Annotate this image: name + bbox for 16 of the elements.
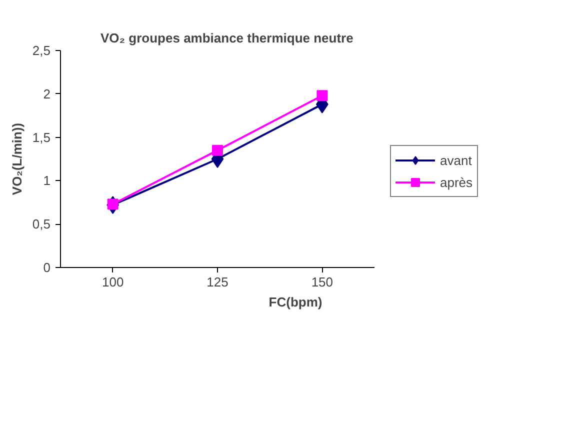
- legend-label: après: [440, 174, 473, 190]
- y-tick-label: 2,5: [32, 43, 51, 58]
- y-tick-label: 1,5: [32, 130, 51, 145]
- point: [316, 90, 328, 102]
- legend-label: avant: [440, 152, 472, 168]
- x-axis-title: FC(bpm): [268, 294, 322, 310]
- x-tick-label: 125: [206, 274, 228, 290]
- point: [212, 144, 223, 156]
- y-tick-label: 2: [43, 86, 51, 102]
- x-tick-label: 150: [311, 274, 334, 290]
- x-tick-label: 100: [102, 274, 124, 290]
- y-tick-label: 0,5: [32, 216, 51, 232]
- chart-title: VO₂ groupes ambiance thermique neutre: [100, 30, 354, 46]
- y-tick-label: 0: [43, 260, 51, 275]
- y-tick-label: 1: [43, 173, 51, 188]
- y-axis-title: VO₂(L/min)): [9, 122, 24, 196]
